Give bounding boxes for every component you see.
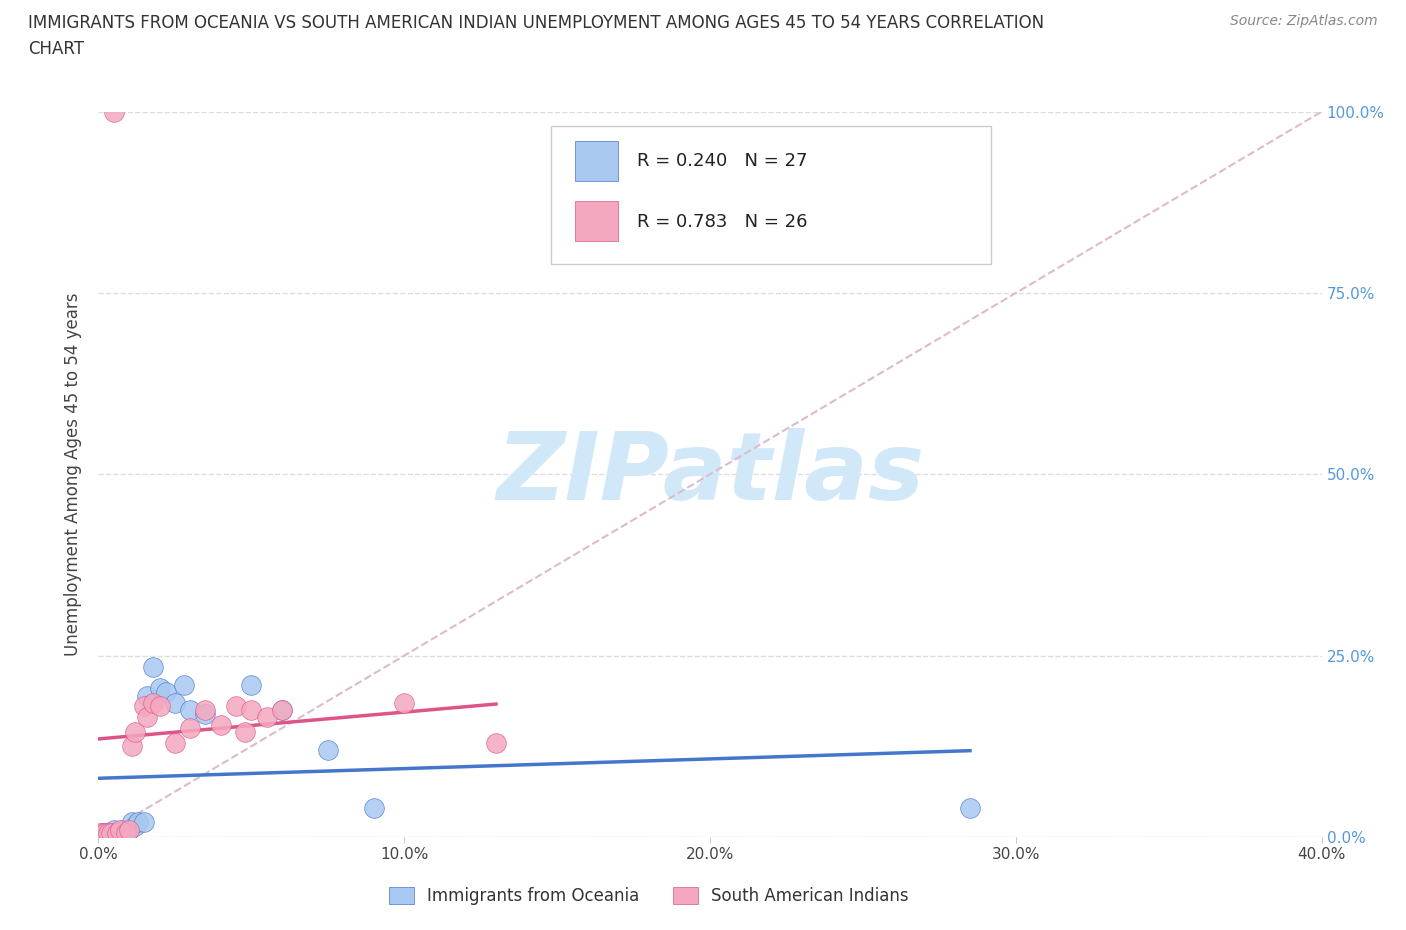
Point bbox=[392, 696, 416, 711]
Point bbox=[108, 826, 131, 841]
Point bbox=[124, 818, 146, 833]
Point bbox=[959, 801, 981, 816]
Point bbox=[124, 724, 146, 739]
Point bbox=[134, 699, 156, 714]
Point bbox=[100, 826, 122, 841]
Legend: Immigrants from Oceania, South American Indians: Immigrants from Oceania, South American … bbox=[382, 881, 915, 912]
Text: R = 0.240   N = 27: R = 0.240 N = 27 bbox=[637, 152, 807, 170]
Point bbox=[93, 826, 115, 841]
Point bbox=[142, 659, 165, 674]
Point bbox=[127, 815, 149, 830]
Bar bbox=[575, 140, 619, 180]
Point bbox=[270, 703, 292, 718]
Point bbox=[118, 822, 141, 837]
Point bbox=[142, 696, 165, 711]
Point bbox=[163, 696, 186, 711]
FancyBboxPatch shape bbox=[551, 126, 991, 264]
Point bbox=[163, 736, 186, 751]
Point bbox=[136, 688, 159, 703]
Point bbox=[115, 826, 138, 841]
Point bbox=[233, 724, 256, 739]
Point bbox=[90, 826, 112, 841]
Text: ZIPatlas: ZIPatlas bbox=[496, 429, 924, 520]
Point bbox=[240, 703, 263, 718]
Point bbox=[121, 815, 143, 830]
Point bbox=[93, 826, 115, 841]
Point bbox=[270, 703, 292, 718]
Point bbox=[179, 721, 201, 736]
Point bbox=[179, 703, 201, 718]
Point bbox=[155, 684, 177, 699]
Point bbox=[136, 710, 159, 724]
Point bbox=[316, 742, 339, 757]
Point bbox=[194, 706, 217, 721]
Point bbox=[485, 736, 508, 751]
Text: R = 0.783   N = 26: R = 0.783 N = 26 bbox=[637, 213, 807, 231]
Point bbox=[363, 801, 385, 816]
Point bbox=[97, 826, 120, 841]
Point bbox=[194, 703, 217, 718]
Text: Source: ZipAtlas.com: Source: ZipAtlas.com bbox=[1230, 14, 1378, 28]
Point bbox=[134, 815, 156, 830]
Point bbox=[209, 717, 232, 732]
Y-axis label: Unemployment Among Ages 45 to 54 years: Unemployment Among Ages 45 to 54 years bbox=[65, 293, 83, 656]
Point bbox=[105, 826, 128, 841]
Point bbox=[103, 104, 125, 119]
Point bbox=[173, 677, 195, 692]
Point bbox=[90, 826, 112, 841]
Point bbox=[105, 826, 128, 841]
Point bbox=[103, 822, 125, 837]
Point bbox=[240, 677, 263, 692]
Point bbox=[108, 822, 131, 837]
Point bbox=[118, 822, 141, 837]
Point bbox=[115, 826, 138, 841]
Point bbox=[111, 822, 134, 837]
Point bbox=[121, 738, 143, 753]
Bar bbox=[575, 201, 619, 241]
Point bbox=[149, 681, 172, 696]
Text: CHART: CHART bbox=[28, 40, 84, 58]
Point bbox=[97, 826, 120, 841]
Point bbox=[100, 826, 122, 841]
Point bbox=[149, 699, 172, 714]
Text: IMMIGRANTS FROM OCEANIA VS SOUTH AMERICAN INDIAN UNEMPLOYMENT AMONG AGES 45 TO 5: IMMIGRANTS FROM OCEANIA VS SOUTH AMERICA… bbox=[28, 14, 1045, 32]
Point bbox=[256, 710, 278, 724]
Point bbox=[225, 699, 247, 714]
